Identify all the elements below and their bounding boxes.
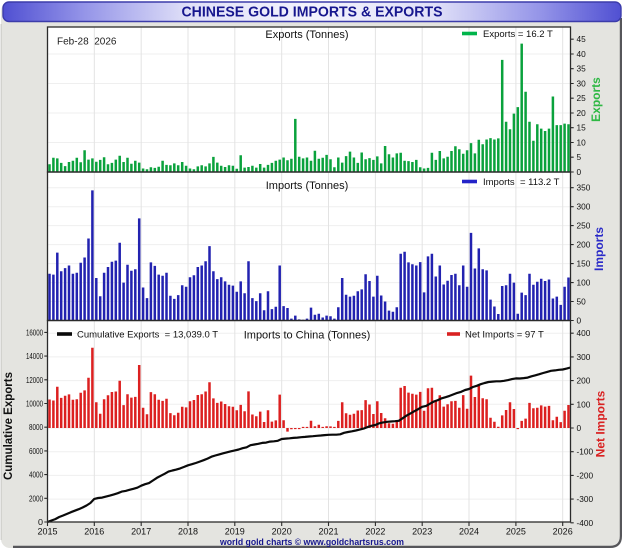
svg-text:2000: 2000	[29, 493, 43, 503]
svg-text:-200: -200	[577, 470, 594, 480]
svg-text:2026: 2026	[553, 527, 573, 537]
svg-text:CHINESE GOLD IMPORTS & EXPORTS: CHINESE GOLD IMPORTS & EXPORTS	[182, 5, 443, 21]
svg-text:0: 0	[577, 423, 582, 433]
svg-text:8000: 8000	[29, 422, 43, 432]
svg-text:world gold charts © www.goldch: world gold charts © www.goldchartsrus.co…	[219, 537, 404, 548]
svg-text:4000: 4000	[29, 470, 43, 480]
svg-text:Exports = 16.2 T: Exports = 16.2 T	[483, 29, 553, 40]
svg-text:35: 35	[577, 64, 587, 74]
svg-text:2024: 2024	[459, 527, 479, 537]
svg-text:Cumulative Exports = 13,039.0: Cumulative Exports = 13,039.0 T	[77, 330, 218, 341]
svg-text:20: 20	[577, 108, 587, 118]
svg-text:0: 0	[38, 517, 43, 527]
svg-text:2020: 2020	[272, 527, 292, 537]
svg-text:Imports: Imports	[592, 227, 606, 271]
svg-text:10: 10	[577, 138, 587, 148]
svg-text:12000: 12000	[26, 375, 43, 385]
svg-text:2021: 2021	[318, 527, 338, 537]
svg-text:250: 250	[577, 221, 591, 231]
svg-text:2015: 2015	[37, 527, 57, 537]
svg-text:200: 200	[577, 240, 591, 250]
svg-text:-100: -100	[577, 447, 594, 457]
svg-text:100: 100	[577, 278, 591, 288]
svg-text:45: 45	[577, 34, 587, 44]
svg-text:2019: 2019	[225, 527, 245, 537]
svg-text:Imports to China (Tonnes): Imports to China (Tonnes)	[244, 330, 371, 342]
svg-text:0: 0	[577, 316, 582, 326]
svg-text:2016: 2016	[84, 527, 104, 537]
svg-text:2017: 2017	[131, 527, 151, 537]
svg-text:Feb-28 2026: Feb-28 2026	[57, 37, 117, 48]
svg-text:Net Imports = 97 T: Net Imports = 97 T	[465, 330, 544, 341]
svg-text:Exports (Tonnes): Exports (Tonnes)	[265, 29, 348, 41]
svg-text:Net Imports: Net Imports	[594, 390, 608, 457]
svg-text:200: 200	[577, 376, 591, 386]
svg-text:Imports (Tonnes): Imports (Tonnes)	[266, 180, 349, 192]
svg-text:6000: 6000	[29, 446, 43, 456]
svg-text:0: 0	[577, 167, 582, 177]
svg-text:2022: 2022	[365, 527, 385, 537]
svg-text:Exports: Exports	[589, 77, 603, 122]
svg-text:350: 350	[577, 183, 591, 193]
svg-text:Cumulative Exports: Cumulative Exports	[3, 372, 15, 480]
svg-text:5: 5	[577, 152, 582, 162]
svg-text:2025: 2025	[506, 527, 526, 537]
svg-text:25: 25	[577, 93, 587, 103]
svg-text:Imports = 113.2 T: Imports = 113.2 T	[483, 177, 560, 188]
svg-text:30: 30	[577, 79, 587, 89]
svg-text:40: 40	[577, 49, 587, 59]
svg-text:2023: 2023	[412, 527, 432, 537]
svg-text:2018: 2018	[178, 527, 198, 537]
svg-text:10000: 10000	[26, 399, 43, 409]
svg-text:-300: -300	[577, 494, 594, 504]
svg-text:300: 300	[577, 352, 591, 362]
svg-text:16000: 16000	[26, 327, 43, 337]
svg-text:100: 100	[577, 399, 591, 409]
svg-text:400: 400	[577, 328, 591, 338]
svg-text:50: 50	[577, 297, 587, 307]
svg-text:15: 15	[577, 123, 587, 133]
svg-text:150: 150	[577, 259, 591, 269]
svg-text:14000: 14000	[26, 351, 43, 361]
svg-text:-400: -400	[577, 518, 594, 528]
svg-text:300: 300	[577, 202, 591, 212]
